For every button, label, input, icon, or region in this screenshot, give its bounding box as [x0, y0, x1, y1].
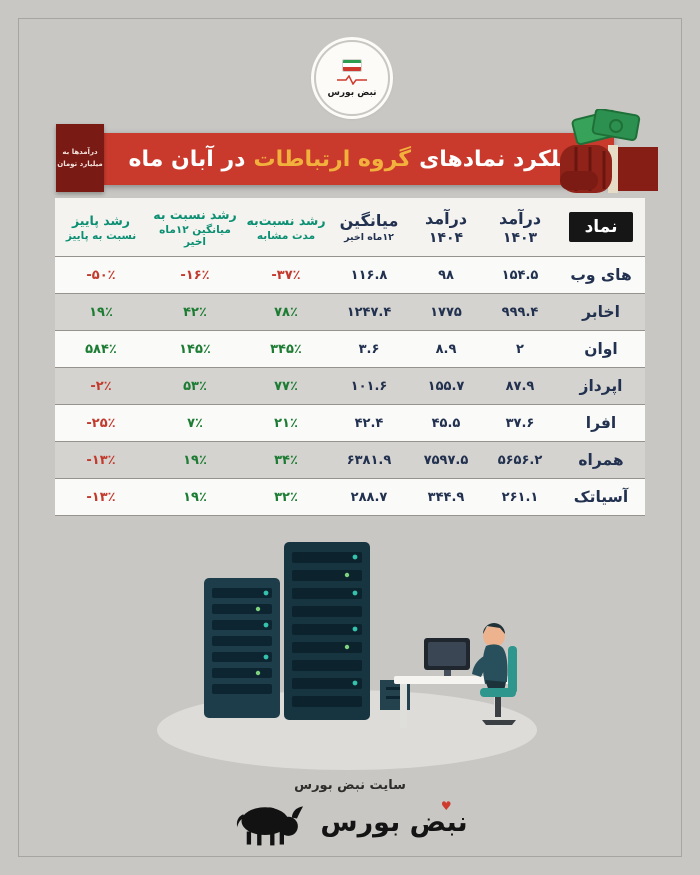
- growth-same-cell: ۲۱٪: [274, 415, 298, 431]
- revenue-1404-cell: ۹۸: [438, 267, 454, 283]
- growth-avg-cell: ۵۳٪: [183, 378, 207, 394]
- revenue-1404-cell: ۴۵.۵: [431, 415, 461, 431]
- symbol-header-box: نماد: [568, 212, 634, 242]
- revenue-1404-cell: ۱۵۵.۷: [427, 378, 465, 394]
- symbol-cell: همراه: [578, 451, 624, 469]
- header-revenue-1403: درآمد ۱۴۰۳: [498, 208, 542, 246]
- table-row: همراه ۵۶۵۶.۲ ۷۵۹۷.۵ ۶۳۸۱.۹ ۳۴٪ ۱۹٪ -۱۳٪: [55, 441, 645, 478]
- header-growth-same-period: رشد نسبت‌به مدت مشابه: [246, 212, 326, 242]
- table-row: افرا ۳۷.۶ ۴۵.۵ ۴۲.۴ ۲۱٪ ۷٪ -۲۵٪: [55, 404, 645, 441]
- site-label: سایت نبض بورس: [294, 778, 406, 793]
- growth-avg-cell: ۷٪: [187, 415, 203, 431]
- symbol-cell: اپرداز: [579, 377, 623, 395]
- growth-same-cell: -۳۷٪: [271, 267, 301, 283]
- nabz-bours-badge: نبض بورس: [314, 40, 390, 116]
- table-row: های وب ۱۵۴.۵ ۹۸ ۱۱۶.۸ -۳۷٪ -۱۶٪ -۵۰٪: [55, 256, 645, 293]
- table-header-row: نماد درآمد ۱۴۰۳ درآمد ۱۴۰۴ میانگین ۱۲ماه…: [55, 198, 645, 256]
- growth-fall-cell: -۲٪: [90, 378, 112, 394]
- growth-fall-cell: -۱۳٪: [86, 489, 116, 505]
- header-symbol: نماد: [557, 198, 645, 256]
- table-row: اخابر ۹۹۹.۴ ۱۷۷۵ ۱۲۴۷.۴ ۷۸٪ ۴۲٪ ۱۹٪: [55, 293, 645, 330]
- symbol-cell: های وب: [570, 266, 632, 284]
- title-banner: عملکرد نمادهای گروه ارتباطات در آبان ماه: [104, 133, 614, 185]
- growth-same-cell: ۳۴٪: [274, 452, 298, 468]
- header-growth-vs-average: رشد نسبت به میانگین ۱۲ماه اخیر: [153, 206, 237, 248]
- unit-note-tab: درآمدها به میلیارد تومان: [56, 124, 104, 192]
- average-cell: ۱۱۶.۸: [350, 267, 388, 283]
- footer-logo: نبض بورس ♥: [232, 794, 468, 850]
- footer-brand-text: نبض بورس ♥: [320, 798, 468, 838]
- badge-brand-text: نبض بورس: [327, 87, 377, 98]
- unit-note-line2: میلیارد تومان: [57, 160, 103, 168]
- pulse-icon: [337, 74, 367, 85]
- title-part2: در آبان ماه: [128, 146, 246, 172]
- symbol-cell: افرا: [585, 414, 617, 432]
- iran-flag-icon: [342, 58, 362, 72]
- performance-table: نماد درآمد ۱۴۰۳ درآمد ۱۴۰۴ میانگین ۱۲ماه…: [55, 198, 645, 516]
- growth-fall-cell: ۱۹٪: [89, 304, 113, 320]
- revenue-1404-cell: ۸.۹: [435, 341, 457, 357]
- growth-same-cell: ۷۸٪: [274, 304, 298, 320]
- header-revenue-1404: درآمد ۱۴۰۴: [424, 208, 468, 246]
- average-cell: ۴۲.۴: [354, 415, 384, 431]
- growth-fall-cell: -۱۳٪: [86, 452, 116, 468]
- revenue-1403-cell: ۳۷.۶: [505, 415, 535, 431]
- footer: سایت نبض بورس نبض بورس ♥: [0, 778, 700, 850]
- revenue-1403-cell: ۲۶۱.۱: [501, 489, 539, 505]
- growth-fall-cell: -۵۰٪: [86, 267, 116, 283]
- revenue-1404-cell: ۳۴۴.۹: [427, 489, 465, 505]
- unit-note-line1: درآمدها به: [62, 148, 98, 156]
- page-title: عملکرد نمادهای گروه ارتباطات در آبان ماه: [128, 147, 589, 172]
- average-cell: ۲۸۸.۷: [350, 489, 388, 505]
- header-growth-fall-vs-fall: رشد پاییز نسبت به پاییز: [65, 212, 137, 242]
- revenue-1403-cell: ۱۵۴.۵: [501, 267, 539, 283]
- table-row: آسیاتک ۲۶۱.۱ ۳۴۴.۹ ۲۸۸.۷ ۳۲٪ ۱۹٪ -۱۳٪: [55, 478, 645, 515]
- average-cell: ۳.۶: [358, 341, 380, 357]
- growth-fall-cell: -۲۵٪: [86, 415, 116, 431]
- title-banner-row: درآمدها به میلیارد تومان عملکرد نمادهای …: [56, 109, 658, 193]
- server-room-illustration: [157, 542, 537, 770]
- growth-avg-cell: ۱۹٪: [183, 489, 207, 505]
- fist-holding-money-icon: [560, 109, 658, 193]
- growth-avg-cell: ۱۹٪: [183, 452, 207, 468]
- growth-fall-cell: ۵۸۴٪: [85, 341, 117, 357]
- symbol-cell: اوان: [584, 340, 618, 358]
- title-highlight: گروه ارتباطات: [253, 146, 412, 172]
- average-cell: ۶۳۸۱.۹: [346, 452, 392, 468]
- average-cell: ۱۲۴۷.۴: [346, 304, 392, 320]
- table-row: اپرداز ۸۷.۹ ۱۵۵.۷ ۱۰۱.۶ ۷۷٪ ۵۳٪ -۲٪: [55, 367, 645, 404]
- heart-icon: ♥: [440, 798, 452, 813]
- revenue-1404-cell: ۷۵۹۷.۵: [423, 452, 469, 468]
- growth-avg-cell: ۱۴۵٪: [179, 341, 211, 357]
- revenue-1403-cell: ۹۹۹.۴: [501, 304, 539, 320]
- growth-same-cell: ۳۴۵٪: [270, 341, 302, 357]
- growth-same-cell: ۳۲٪: [274, 489, 298, 505]
- revenue-1403-cell: ۲: [516, 341, 524, 357]
- bull-icon: [237, 806, 304, 846]
- table-row: اوان ۲ ۸.۹ ۳.۶ ۳۴۵٪ ۱۴۵٪ ۵۸۴٪: [55, 330, 645, 367]
- revenue-1404-cell: ۱۷۷۵: [430, 304, 462, 320]
- growth-same-cell: ۷۷٪: [274, 378, 298, 394]
- growth-avg-cell: -۱۶٪: [180, 267, 210, 283]
- symbol-cell: اخابر: [582, 303, 620, 321]
- header-average-12mo: میانگین ۱۲ماه اخیر: [339, 211, 399, 243]
- symbol-cell: آسیاتک: [573, 488, 629, 506]
- revenue-1403-cell: ۸۷.۹: [505, 378, 535, 394]
- revenue-1403-cell: ۵۶۵۶.۲: [497, 452, 543, 468]
- growth-avg-cell: ۴۲٪: [183, 304, 207, 320]
- average-cell: ۱۰۱.۶: [350, 378, 388, 394]
